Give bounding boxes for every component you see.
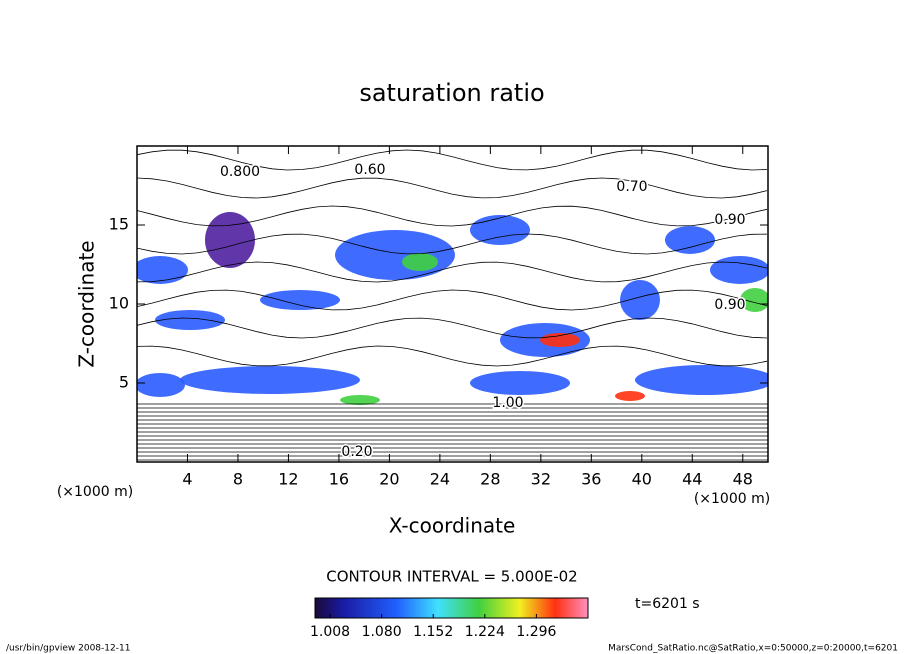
field-blob bbox=[620, 280, 660, 320]
y-axis-label: Z-coordinate bbox=[75, 240, 99, 367]
field: 0.60 0.70 0.90 0.90 0.800 1.00 0.20 bbox=[137, 149, 768, 462]
plot-frame bbox=[136, 145, 769, 463]
field-blob bbox=[635, 365, 768, 395]
field-blob bbox=[710, 256, 768, 284]
contour-label: 0.70 bbox=[616, 179, 647, 195]
y-tick-label: 15 bbox=[109, 215, 129, 234]
contour-label: 0.800 bbox=[220, 164, 260, 180]
field-blob bbox=[205, 212, 255, 268]
x-tick-label: 28 bbox=[480, 470, 500, 489]
colorbar-tick-label: 1.296 bbox=[516, 624, 556, 640]
footer-left: /usr/bin/gpview 2008-12-11 bbox=[6, 644, 130, 654]
x-tick-label: 36 bbox=[581, 470, 601, 489]
field-blob bbox=[260, 290, 340, 310]
field-blob bbox=[335, 230, 455, 280]
field-blob bbox=[740, 288, 768, 312]
contour-line bbox=[137, 317, 768, 339]
y-tick-label: 5 bbox=[119, 373, 129, 392]
contour-label: 0.90 bbox=[714, 212, 745, 228]
colorbar bbox=[314, 597, 589, 619]
x-tick-label: 12 bbox=[278, 470, 298, 489]
field-blob bbox=[402, 253, 438, 271]
x-tick-label: 20 bbox=[379, 470, 399, 489]
colorbar-tick-label: 1.080 bbox=[362, 624, 402, 640]
contour-line bbox=[137, 205, 768, 227]
y-unit: (×1000 m) bbox=[57, 484, 133, 500]
contour-line bbox=[137, 233, 768, 255]
x-axis-label: X-coordinate bbox=[389, 514, 516, 538]
colorbar-tick-label: 1.008 bbox=[310, 624, 350, 640]
field-blob bbox=[137, 256, 188, 284]
field-blob bbox=[155, 310, 225, 330]
colorbar-tick-label: 1.224 bbox=[465, 624, 505, 640]
contour-line bbox=[137, 261, 768, 283]
x-tick-label: 16 bbox=[329, 470, 349, 489]
x-tick-label: 8 bbox=[233, 470, 243, 489]
x-tick-label: 44 bbox=[682, 470, 702, 489]
x-unit: (×1000 m) bbox=[694, 491, 770, 507]
y-tick-label: 10 bbox=[109, 294, 129, 313]
contour-line bbox=[137, 289, 768, 311]
field-blob bbox=[137, 373, 185, 397]
x-tick-label: 24 bbox=[430, 470, 450, 489]
field-blob bbox=[470, 371, 570, 395]
x-tick-label: 40 bbox=[632, 470, 652, 489]
x-tick-label: 4 bbox=[182, 470, 192, 489]
contour-label: 0.60 bbox=[354, 162, 385, 178]
contour-label: 0.20 bbox=[341, 444, 372, 460]
contour-line bbox=[137, 149, 768, 171]
x-tick-label: 48 bbox=[733, 470, 753, 489]
contour-label: 0.90 bbox=[714, 297, 745, 313]
chart-title: saturation ratio bbox=[359, 79, 544, 107]
field-blob bbox=[665, 226, 715, 254]
x-tick-label: 32 bbox=[531, 470, 551, 489]
contour-line bbox=[137, 177, 768, 199]
contour-interval: CONTOUR INTERVAL = 5.000E-02 bbox=[326, 568, 577, 586]
field-blob bbox=[180, 366, 360, 394]
colorbar-tick-label: 1.152 bbox=[413, 624, 453, 640]
field-blob bbox=[340, 395, 380, 405]
contour-label: 1.00 bbox=[492, 395, 523, 411]
field-blob bbox=[615, 391, 645, 401]
contour-line bbox=[137, 345, 768, 367]
field-blob bbox=[470, 215, 530, 245]
footer-right: MarsCond_SatRatio.nc@SatRatio,x=0:50000,… bbox=[608, 644, 898, 654]
time-label: t=6201 s bbox=[635, 596, 700, 612]
